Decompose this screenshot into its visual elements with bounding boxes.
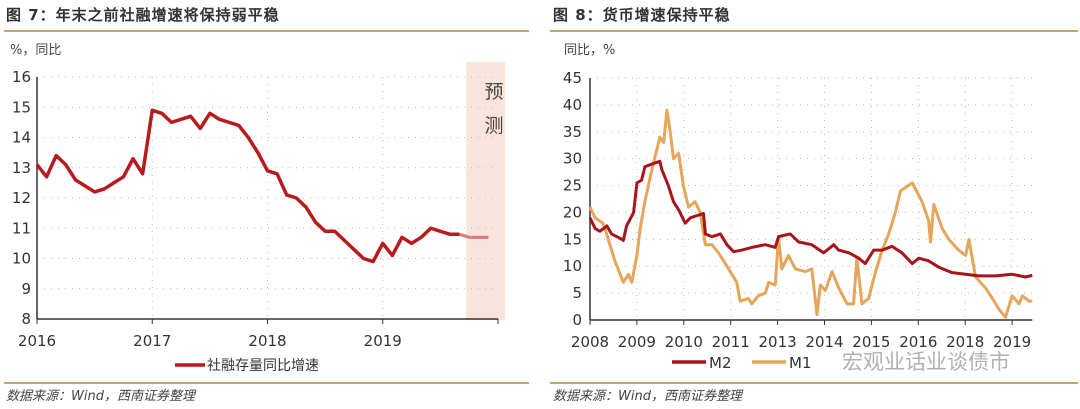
y-tick-label: 40: [563, 96, 582, 114]
forecast-region: [466, 62, 505, 320]
title-divider: [4, 30, 529, 32]
x-tick-label: 2019: [364, 332, 402, 350]
x-tick-label: 2015: [852, 333, 890, 351]
x-tick-label: 2019: [993, 333, 1031, 351]
y-tick-label: 8: [21, 310, 31, 328]
y-tick-label: 11: [12, 219, 31, 237]
y-tick-label: 10: [12, 250, 31, 268]
x-tick-label: 2013: [759, 333, 797, 351]
title-divider: [550, 30, 1078, 32]
y-tick-label: 9: [21, 280, 31, 298]
y-tick-label: 20: [563, 203, 582, 221]
y-tick-label: 15: [563, 230, 582, 248]
y-tick-label: 0: [572, 311, 582, 329]
x-tick-label: 2017: [133, 332, 171, 350]
y-tick-label: 13: [12, 159, 31, 177]
watermark: 宏观业话业谈债市: [842, 350, 1010, 374]
social-financing-line: [35, 108, 460, 264]
bottom-divider: [4, 382, 529, 384]
x-tick-label: 2009: [618, 333, 656, 351]
m2-line: [588, 159, 1033, 279]
legend-label: M2: [709, 354, 732, 372]
x-tick-label: 2018: [248, 332, 286, 350]
x-tick-label: 2010: [665, 333, 703, 351]
y-tick-label: 30: [563, 150, 582, 168]
y-tick-label: 12: [12, 189, 31, 207]
source-note: 数据来源：Wind，西南证券整理: [553, 389, 742, 404]
forecast-label: 测: [484, 115, 503, 137]
forecast-label: 预: [484, 81, 503, 103]
source-note: 数据来源：Wind，西南证券整理: [6, 389, 195, 404]
forecast-line: [459, 232, 489, 239]
y-tick-label: 45: [563, 69, 582, 87]
y-unit-label: %，同比: [10, 43, 61, 58]
bottom-divider: [550, 382, 1078, 384]
x-tick-label: 2018: [946, 333, 984, 351]
y-tick-label: 5: [572, 284, 582, 302]
x-tick-label: 2008: [571, 333, 609, 351]
x-tick-label: 2016: [899, 333, 937, 351]
figure-7-title: 图 7：年末之前社融增速将保持弱平稳: [6, 6, 280, 24]
x-tick-label: 2016: [18, 332, 56, 350]
x-tick-label: 2011: [712, 333, 750, 351]
y-tick-label: 25: [563, 177, 582, 195]
y-tick-label: 14: [12, 129, 31, 147]
y-tick-label: 10: [563, 257, 582, 275]
y-tick-label: 16: [12, 68, 31, 86]
m1-line: [588, 108, 1033, 319]
y-unit-label: 同比，%: [564, 43, 615, 58]
figure-8-title: 图 8：货币增速保持平稳: [553, 6, 731, 24]
legend-label: 社融存量同比增速: [207, 358, 319, 374]
legend-label: M1: [789, 354, 812, 372]
x-tick-label: 2014: [805, 333, 843, 351]
y-tick-label: 35: [563, 123, 582, 141]
y-tick-label: 15: [12, 98, 31, 116]
